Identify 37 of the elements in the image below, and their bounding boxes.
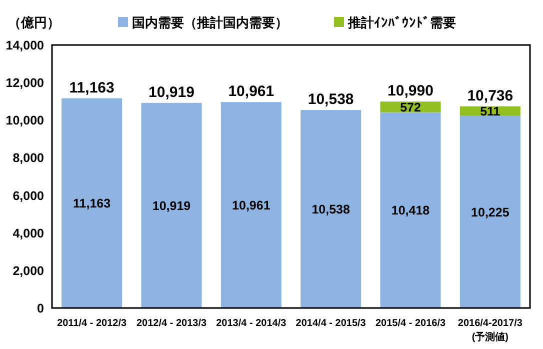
y-tick-label: 0: [37, 302, 44, 316]
x-tick-label: 2016/4-2017/3 (予測値): [458, 318, 523, 343]
data-label: 572: [400, 100, 421, 114]
bar: [460, 116, 520, 308]
total-label: 10,736: [467, 87, 514, 104]
y-tick-label: 8,000: [12, 151, 44, 166]
x-tick-label: 2013/4 - 2014/3: [216, 318, 287, 329]
bar: [62, 98, 122, 308]
y-axis-title: （億円）: [8, 15, 60, 30]
y-tick-label: 12,000: [6, 76, 44, 90]
y-tick-label: 4,000: [12, 226, 44, 240]
y-tick-label: 6,000: [12, 188, 44, 203]
data-label: 10,919: [152, 198, 191, 213]
total-label: 10,538: [308, 91, 354, 108]
data-label: 10,225: [471, 205, 510, 220]
y-tick-label: 14,000: [6, 38, 44, 52]
data-label: 11,163: [73, 196, 111, 211]
bar: [220, 102, 282, 308]
x-tick-label: 2015/4 - 2016/3: [375, 318, 446, 329]
data-label: 511: [480, 104, 500, 119]
bar: [380, 112, 441, 308]
data-label: 10,418: [391, 204, 430, 218]
total-label: 10,919: [148, 84, 194, 101]
y-tick-label: 2,000: [12, 264, 44, 278]
x-tick-label: 2011/4 - 2012/3: [57, 318, 128, 329]
data-label: 10,538: [312, 202, 350, 217]
total-label: 11,163: [69, 79, 114, 96]
total-label: 10,990: [388, 82, 434, 100]
x-tick-label: 2012/4 - 2013/3: [136, 318, 207, 329]
bar: [300, 110, 362, 308]
legend-label: 国内需要（推計国内需要）: [132, 15, 288, 30]
bar: [141, 102, 202, 308]
y-tick-label: 10,000: [6, 114, 44, 128]
total-label: 10,961: [228, 83, 274, 100]
data-label: 10,961: [232, 198, 270, 213]
legend-label: 推計ｲﾝﾊﾞｳﾝﾄﾞ需要: [347, 15, 456, 30]
x-tick-label: 2014/4 - 2015/3: [296, 318, 366, 329]
